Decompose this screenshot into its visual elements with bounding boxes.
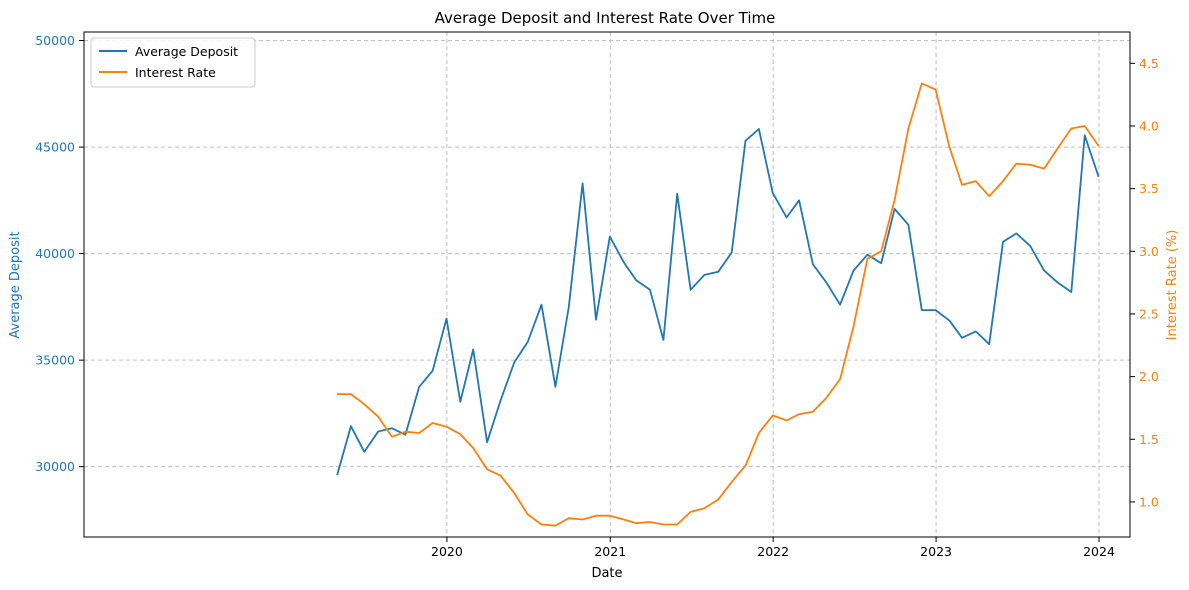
- left-y-tick-label: 35000: [35, 353, 75, 368]
- x-tick-label: 2024: [1083, 544, 1115, 559]
- right-y-tick-label: 2.0: [1139, 369, 1159, 384]
- right-y-axis-ticks: 1.0 1.5 2.0 2.5 3.0 3.5 4.0 4.5: [1130, 56, 1159, 509]
- legend-box: [90, 37, 256, 88]
- grid-lines: [84, 32, 1130, 537]
- left-y-axis-ticks: 30000 35000 40000 45000 50000: [35, 33, 84, 474]
- series-line-average-deposit: [336, 128, 1100, 476]
- right-y-tick-label: 1.0: [1139, 494, 1159, 509]
- x-tick-label: 2021: [594, 544, 626, 559]
- chart-title: Average Deposit and Interest Rate Over T…: [435, 9, 776, 27]
- left-y-tick-label: 40000: [35, 246, 75, 261]
- legend-label-rate: Interest Rate: [135, 65, 216, 80]
- right-y-tick-label: 3.0: [1139, 244, 1159, 259]
- right-y-axis-label: Interest Rate (%): [1165, 230, 1180, 341]
- left-y-tick-label: 50000: [35, 33, 75, 48]
- x-axis-label: Date: [591, 566, 622, 581]
- left-y-tick-label: 30000: [35, 459, 75, 474]
- left-y-tick-label: 45000: [35, 140, 75, 155]
- plot-frame: [83, 31, 1131, 538]
- x-axis-ticks: 2020 2021 2022 2023 2024: [431, 537, 1115, 559]
- right-y-tick-label: 1.5: [1139, 432, 1159, 447]
- legend: Average Deposit Interest Rate: [90, 37, 256, 88]
- right-y-tick-label: 4.5: [1139, 56, 1159, 71]
- left-y-axis-label: Average Deposit: [8, 231, 23, 338]
- series-line-interest-rate: [337, 82, 1100, 527]
- right-y-tick-label: 3.5: [1139, 181, 1159, 196]
- x-tick-label: 2023: [920, 544, 952, 559]
- x-tick-label: 2020: [431, 544, 463, 559]
- legend-label-deposit: Average Deposit: [135, 44, 238, 59]
- series-lines: [336, 82, 1100, 527]
- right-y-tick-label: 4.0: [1139, 118, 1159, 133]
- right-y-tick-label: 2.5: [1139, 306, 1159, 321]
- x-tick-label: 2022: [757, 544, 789, 559]
